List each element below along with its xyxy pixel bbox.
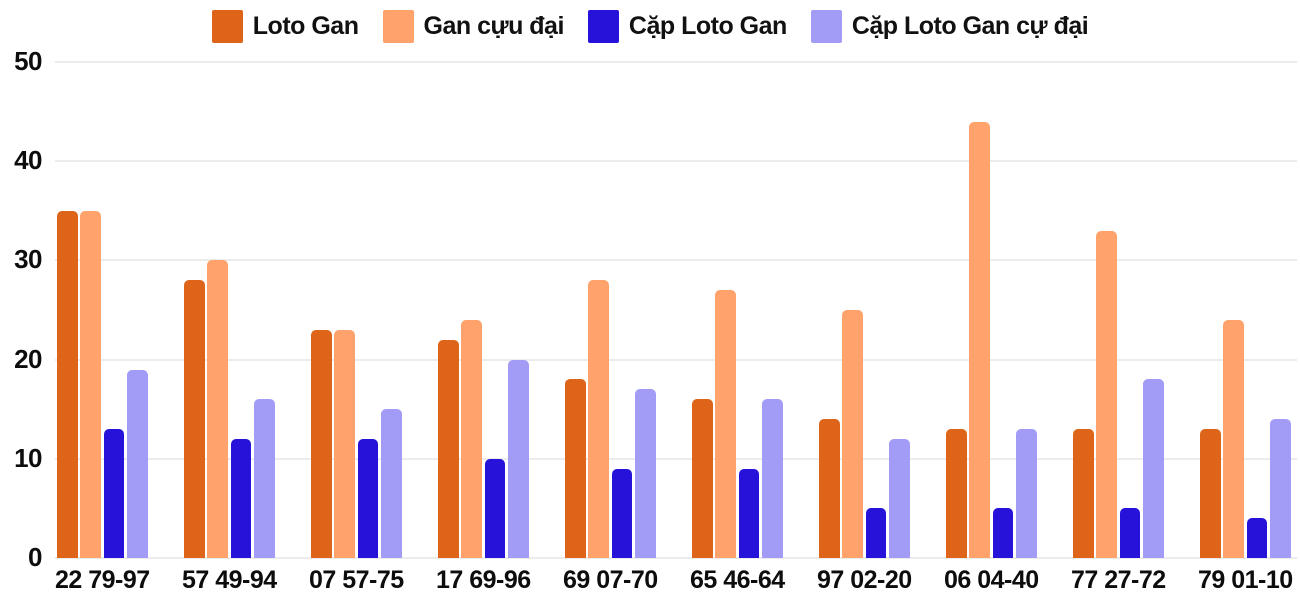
bar-series2-cat6[interactable] bbox=[865, 508, 887, 558]
y-axis-label: 50 bbox=[14, 46, 42, 76]
bar-series1-cat6[interactable] bbox=[842, 310, 863, 558]
y-axis-label: 20 bbox=[14, 343, 42, 374]
bar-series1-cat7[interactable] bbox=[969, 121, 990, 558]
gridline bbox=[55, 259, 1297, 262]
x-axis-label: 17 69-96 bbox=[435, 566, 531, 594]
legend-swatch-icon bbox=[382, 10, 414, 43]
bar-series0-cat6[interactable] bbox=[819, 419, 840, 558]
legend-label: Cặp Loto Gan bbox=[628, 12, 787, 40]
legend-swatch-icon bbox=[587, 10, 619, 43]
gridline bbox=[55, 61, 1297, 63]
legend-label: Gan cựu đại bbox=[423, 12, 565, 40]
bar-series1-cat1[interactable] bbox=[207, 260, 228, 558]
y-axis-label: 10 bbox=[14, 442, 42, 473]
x-axis-label: 69 07-70 bbox=[562, 566, 658, 594]
bar-series0-cat2[interactable] bbox=[311, 329, 332, 558]
y-axis-label: 30 bbox=[14, 244, 42, 275]
bar-series2-cat7[interactable] bbox=[992, 508, 1014, 558]
x-axis-label: 97 02-20 bbox=[816, 566, 912, 594]
bar-series1-cat0[interactable] bbox=[80, 210, 101, 558]
bar-series2-cat2[interactable] bbox=[357, 438, 379, 558]
bar-series3-cat7[interactable] bbox=[1016, 429, 1037, 558]
x-axis-label: 57 49-94 bbox=[181, 566, 277, 594]
bar-series1-cat3[interactable] bbox=[461, 319, 482, 558]
legend-label: Loto Gan bbox=[252, 12, 359, 40]
x-axis-label: 22 79-97 bbox=[54, 566, 150, 594]
bar-series1-cat9[interactable] bbox=[1223, 319, 1244, 558]
legend-item-3[interactable]: Cặp Loto Gan cự đại bbox=[810, 10, 1089, 43]
x-axis-label: 06 04-40 bbox=[943, 566, 1039, 594]
bar-series0-cat5[interactable] bbox=[692, 399, 713, 558]
bar-series3-cat0[interactable] bbox=[127, 369, 148, 558]
bar-series0-cat0[interactable] bbox=[57, 210, 78, 558]
bar-series3-cat1[interactable] bbox=[254, 399, 275, 558]
bar-series2-cat3[interactable] bbox=[484, 458, 506, 558]
legend-swatch-icon bbox=[810, 10, 842, 43]
bar-series1-cat5[interactable] bbox=[715, 290, 736, 558]
legend-item-1[interactable]: Gan cựu đại bbox=[382, 10, 565, 43]
y-axis-label: 40 bbox=[14, 145, 42, 176]
x-axis-label: 07 57-75 bbox=[308, 566, 404, 594]
x-axis-label: 79 01-10 bbox=[1197, 566, 1293, 594]
bar-series3-cat5[interactable] bbox=[762, 399, 783, 558]
bar-series3-cat6[interactable] bbox=[889, 438, 910, 558]
legend-label: Cặp Loto Gan cự đại bbox=[851, 12, 1089, 40]
legend-item-2[interactable]: Cặp Loto Gan bbox=[587, 10, 787, 43]
gridline bbox=[55, 160, 1297, 163]
bar-series3-cat8[interactable] bbox=[1143, 379, 1164, 558]
bar-series0-cat3[interactable] bbox=[438, 339, 459, 558]
gridline bbox=[55, 557, 1297, 559]
bar-series1-cat4[interactable] bbox=[588, 280, 609, 558]
bar-series2-cat4[interactable] bbox=[611, 468, 633, 558]
bar-series2-cat9[interactable] bbox=[1246, 518, 1268, 558]
bar-series3-cat2[interactable] bbox=[381, 409, 402, 558]
gridline bbox=[55, 457, 1297, 460]
legend-item-0[interactable]: Loto Gan bbox=[211, 10, 359, 43]
bar-series3-cat3[interactable] bbox=[508, 359, 529, 558]
y-axis-label: 0 bbox=[28, 542, 42, 572]
bar-series0-cat7[interactable] bbox=[946, 429, 967, 558]
bar-series2-cat1[interactable] bbox=[230, 438, 252, 558]
bar-series2-cat8[interactable] bbox=[1119, 508, 1141, 558]
bar-series3-cat9[interactable] bbox=[1270, 419, 1291, 558]
x-axis-label: 65 46-64 bbox=[689, 566, 785, 594]
bar-series1-cat8[interactable] bbox=[1096, 230, 1117, 558]
bar-series2-cat0[interactable] bbox=[103, 429, 125, 558]
bar-series3-cat4[interactable] bbox=[635, 389, 656, 558]
bar-series0-cat4[interactable] bbox=[565, 379, 586, 558]
gridline bbox=[55, 358, 1297, 361]
x-axis-label: 77 27-72 bbox=[1070, 566, 1166, 594]
bar-series2-cat5[interactable] bbox=[738, 468, 760, 558]
bar-series0-cat8[interactable] bbox=[1073, 429, 1094, 558]
bar-series0-cat9[interactable] bbox=[1200, 429, 1221, 558]
bar-series1-cat2[interactable] bbox=[334, 329, 355, 558]
chart-legend: Loto Gan Gan cựu đại Cặp Loto Gan Cặp Loto … bbox=[0, 10, 1300, 43]
legend-swatch-icon bbox=[211, 10, 243, 43]
bar-series0-cat1[interactable] bbox=[184, 280, 205, 558]
